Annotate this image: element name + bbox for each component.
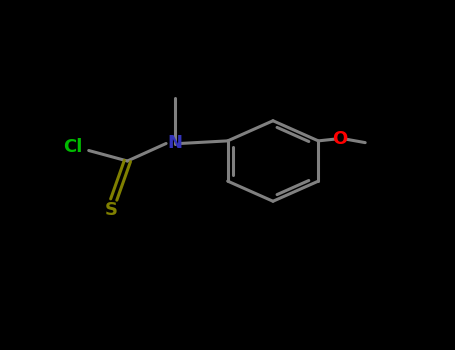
Text: S: S bbox=[105, 201, 118, 219]
Text: N: N bbox=[168, 134, 182, 153]
Text: Cl: Cl bbox=[63, 138, 82, 156]
Text: O: O bbox=[333, 130, 348, 148]
